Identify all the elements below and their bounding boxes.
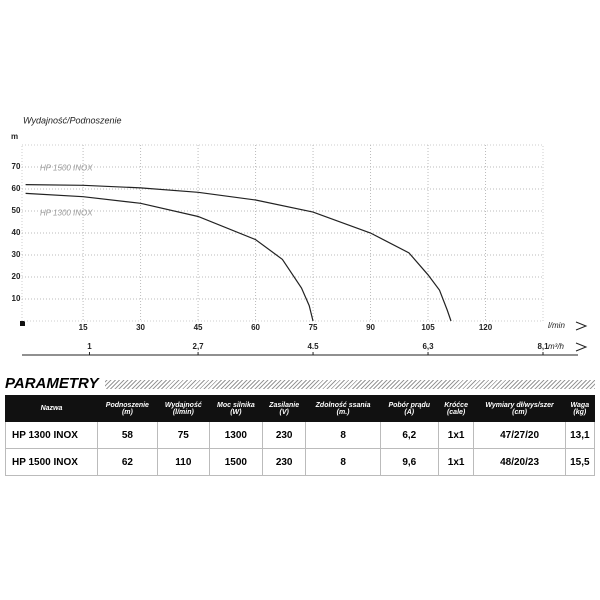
table-cell: 8 (305, 421, 381, 449)
table-cell: 1x1 (437, 448, 475, 476)
table-cell: 47/27/20 (473, 421, 566, 449)
x-tick-label: 60 (251, 323, 260, 332)
column-header: Zasilanie (V) (261, 395, 307, 422)
column-header: Waga (kg) (564, 395, 596, 422)
table-cell: 230 (261, 448, 307, 476)
x-axis-label: l/min (548, 321, 565, 330)
chart-title: Wydajność/Podnoszenie (23, 115, 122, 125)
x-tick-label: 120 (479, 323, 493, 332)
x-tick-label: 30 (136, 323, 145, 332)
table-cell: HP 1500 INOX (5, 448, 98, 476)
table-cell: 62 (96, 448, 158, 476)
column-header: Moc silnika (W) (208, 395, 263, 422)
table-cell: 9,6 (379, 448, 439, 476)
table-cell: 6,2 (379, 421, 439, 449)
y-tick-label: 30 (12, 250, 21, 259)
column-header: Podnoszenie (m) (96, 395, 158, 422)
x-tick-label: 15 (79, 323, 88, 332)
table-row: HP 1300 INOX 58 75 1300 230 8 6,2 1x1 47/27/20 13… (5, 421, 596, 449)
table-cell: 13,1 (564, 421, 596, 449)
table-title: PARAMETRY (5, 375, 105, 392)
table-cell: HP 1300 INOX (5, 421, 98, 449)
y-axis-label: m (11, 132, 18, 141)
y-tick-label: 10 (12, 294, 21, 303)
y-tick-label: 60 (12, 184, 21, 193)
table-cell: 1300 (208, 421, 263, 449)
table-cell: 1x1 (437, 421, 475, 449)
x2-tick-label: 6,3 (422, 342, 434, 351)
x2-tick-label: 8,1 (537, 342, 549, 351)
series-label: HP 1500 INOX (40, 164, 93, 173)
y-tick-label: 50 (12, 206, 21, 215)
x2-axis-label: m³/h (548, 342, 565, 351)
parameters-table: Nazwa Podnoszenie (m) Wydajność (l/min) Moc… (5, 395, 596, 476)
table-cell: 58 (96, 421, 158, 449)
column-header: Wydajność (l/min) (156, 395, 210, 422)
chart: Wydajność/Podnoszenie m l/min m³/h 10 20 3… (11, 115, 588, 356)
series-line (25, 184, 452, 322)
y-tick-label: 20 (12, 272, 21, 281)
table-cell: 8 (305, 448, 381, 476)
arrow (575, 342, 588, 352)
series-label: HP 1300 INOX (40, 209, 93, 218)
x2-tick-label: 4.5 (307, 342, 319, 351)
table-cell: 15,5 (564, 448, 596, 476)
x-tick-label: 90 (366, 323, 375, 332)
column-header: Wymiary dł/wys/szer (cm) (473, 395, 566, 422)
y-tick-label: 40 (12, 228, 21, 237)
table-cell: 1500 (208, 448, 263, 476)
x2-tick-label: 2,7 (193, 342, 205, 351)
parameters: PARAMETRY Nazwa Podnoszenie (m) Wydajność … (5, 375, 596, 476)
x-tick-label: 45 (194, 323, 203, 332)
column-header: Pobór prądu (A) (379, 395, 439, 422)
y-tick-label: 70 (12, 162, 21, 171)
column-header: Zdolność ssania (m.) (305, 395, 381, 422)
column-header: Króćce (cale) (437, 395, 475, 422)
x-tick-label: 105 (421, 323, 435, 332)
column-header: Nazwa (5, 395, 98, 422)
table-cell: 75 (156, 421, 210, 449)
table-cell: 48/20/23 (473, 448, 566, 476)
x-tick-label: 75 (309, 323, 318, 332)
table-cell: 110 (156, 448, 210, 476)
table-row: HP 1500 INOX 62 110 1500 230 8 9,6 1x1 48/20/23 1… (5, 448, 596, 476)
x2-tick-label: 1 (87, 342, 92, 351)
table-title-bar: PARAMETRY (5, 375, 595, 395)
table-cell: 230 (261, 421, 307, 449)
series-line (25, 192, 314, 322)
origin-marker (20, 321, 25, 326)
arrow (575, 321, 588, 331)
